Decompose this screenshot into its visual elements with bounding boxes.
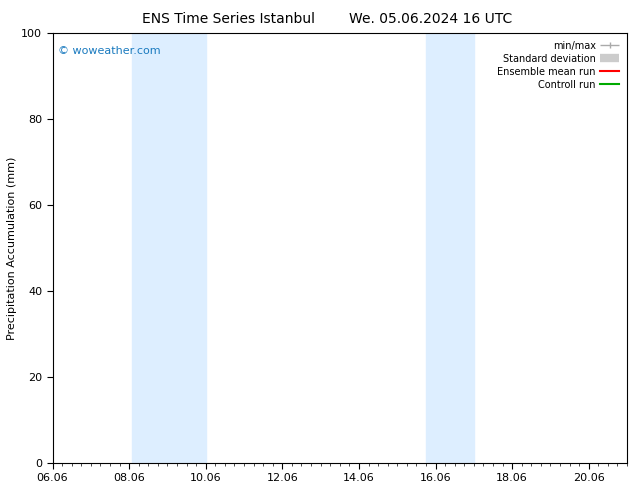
Bar <box>426 33 474 463</box>
Text: We. 05.06.2024 16 UTC: We. 05.06.2024 16 UTC <box>349 12 513 26</box>
Bar <box>133 33 206 463</box>
Legend: min/max, Standard deviation, Ensemble mean run, Controll run: min/max, Standard deviation, Ensemble me… <box>495 38 622 93</box>
Y-axis label: Precipitation Accumulation (mm): Precipitation Accumulation (mm) <box>7 156 17 340</box>
Text: © woweather.com: © woweather.com <box>58 46 161 56</box>
Text: ENS Time Series Istanbul: ENS Time Series Istanbul <box>142 12 314 26</box>
